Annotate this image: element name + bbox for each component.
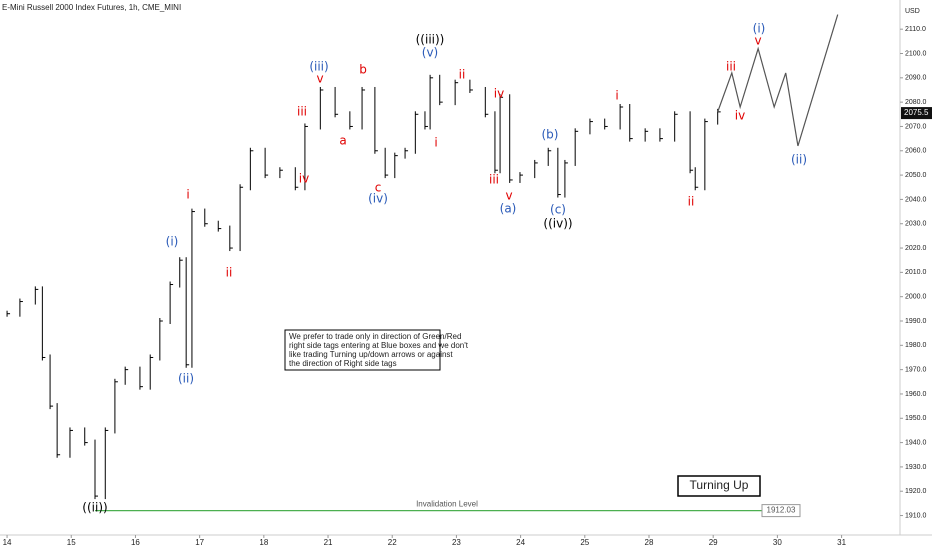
note-line: We prefer to trade only in direction of … [289, 332, 461, 341]
wave-label: (ii) [178, 372, 194, 386]
x-tick-label: 25 [580, 538, 589, 547]
y-tick-label: 1950.0 [905, 415, 927, 422]
chart-title: E-Mini Russell 2000 Index Futures, 1h, C… [2, 3, 181, 12]
wave-label: (i) [166, 235, 179, 249]
wave-label: (c) [550, 203, 566, 217]
wave-label: (iv) [368, 192, 388, 206]
y-tick-label: 2020.0 [905, 245, 927, 252]
wave-label: c [375, 181, 382, 195]
invalidation-tag [761, 504, 801, 518]
y-tick-label: 1970.0 [905, 366, 927, 373]
wave-label: iii [297, 105, 307, 119]
wave-label: ((ii)) [82, 501, 107, 515]
note-line: like trading Turning up/down arrows or a… [289, 350, 453, 359]
wave-label: i [186, 188, 189, 202]
signal-box [677, 475, 761, 497]
wave-label: i [434, 136, 437, 150]
invalidation-label: Invalidation Level [416, 500, 478, 509]
note-line: right side tags entering at Blue boxes a… [289, 341, 469, 350]
y-tick-label: 2080.0 [905, 99, 927, 106]
y-tick-label: 2060.0 [905, 148, 927, 155]
y-tick-label: 1920.0 [905, 488, 927, 495]
wave-label: v [505, 189, 512, 203]
wave-label: ((iii)) [416, 33, 445, 47]
wave-label: v [754, 34, 761, 48]
x-tick-label: 21 [324, 538, 333, 547]
wave-label: (b) [542, 128, 559, 142]
x-tick-label: 17 [195, 538, 204, 547]
wave-label: (iii) [309, 60, 328, 74]
invalidation-value: 1912.03 [767, 506, 796, 515]
x-tick-label: 28 [645, 538, 654, 547]
last-price-tag [901, 107, 932, 120]
y-tick-label: 2050.0 [905, 172, 927, 179]
y-tick-label: 2040.0 [905, 196, 927, 203]
wave-label: iv [735, 109, 745, 123]
y-tick-label: 2110.0 [905, 26, 926, 33]
wave-label: iii [726, 60, 736, 74]
x-tick-label: 18 [259, 538, 268, 547]
y-tick-label: 2070.0 [905, 123, 927, 130]
wave-label: ii [226, 266, 233, 280]
x-tick-label: 30 [773, 538, 782, 547]
wave-label: iii [489, 173, 499, 187]
wave-label: iv [299, 172, 309, 186]
y-tick-label: 1980.0 [905, 342, 927, 349]
x-tick-label: 24 [516, 538, 525, 547]
x-tick-label: 14 [3, 538, 12, 547]
y-tick-label: 2030.0 [905, 221, 927, 228]
wave-label: b [359, 63, 367, 77]
wave-label: a [339, 134, 346, 148]
wave-label: ii [459, 68, 466, 82]
currency: USD [905, 8, 920, 15]
y-tick-label: 1930.0 [905, 464, 927, 471]
note-line: the direction of Right side tags [289, 359, 397, 368]
wave-label: v [316, 72, 323, 86]
x-tick-label: 23 [452, 538, 461, 547]
wave-label: iv [494, 87, 504, 101]
wave-label: (i) [753, 22, 766, 36]
y-tick-label: 1960.0 [905, 391, 927, 398]
wave-label: i [615, 89, 618, 103]
wave-label: (v) [422, 46, 438, 60]
wave-label: (a) [500, 202, 517, 216]
wave-label: ((iv)) [543, 217, 572, 231]
y-tick-label: 2090.0 [905, 75, 927, 82]
signal-label: Turning Up [690, 478, 749, 492]
note-box [284, 329, 441, 371]
x-tick-label: 15 [67, 538, 76, 547]
y-tick-label: 1910.0 [905, 512, 927, 519]
wave-label: (ii) [791, 153, 807, 167]
projection-path [717, 14, 839, 147]
wave-label: ii [688, 195, 695, 209]
y-tick-label: 2100.0 [905, 50, 927, 57]
y-tick-label: 2010.0 [905, 269, 927, 276]
last-price-label: 2075.5 [904, 108, 929, 117]
y-tick-label: 1990.0 [905, 318, 927, 325]
y-tick-label: 2000.0 [905, 294, 927, 301]
x-tick-label: 29 [709, 538, 718, 547]
y-tick-label: 1940.0 [905, 439, 927, 446]
x-tick-label: 22 [388, 538, 397, 547]
x-tick-label: 31 [837, 538, 846, 547]
x-tick-label: 16 [131, 538, 140, 547]
